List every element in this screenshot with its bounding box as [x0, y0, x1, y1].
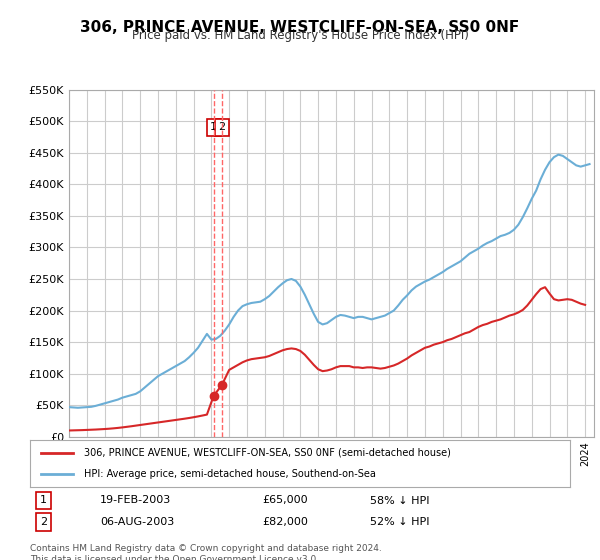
Text: 1: 1: [210, 123, 217, 133]
Text: 06-AUG-2003: 06-AUG-2003: [100, 517, 175, 527]
Text: 2: 2: [40, 517, 47, 527]
Text: 306, PRINCE AVENUE, WESTCLIFF-ON-SEA, SS0 0NF: 306, PRINCE AVENUE, WESTCLIFF-ON-SEA, SS…: [80, 20, 520, 35]
Text: Contains HM Land Registry data © Crown copyright and database right 2024.
This d: Contains HM Land Registry data © Crown c…: [30, 544, 382, 560]
Text: 52% ↓ HPI: 52% ↓ HPI: [370, 517, 430, 527]
Text: 2: 2: [218, 123, 226, 133]
Text: HPI: Average price, semi-detached house, Southend-on-Sea: HPI: Average price, semi-detached house,…: [84, 469, 376, 479]
Text: 1: 1: [40, 496, 47, 506]
Text: 306, PRINCE AVENUE, WESTCLIFF-ON-SEA, SS0 0NF (semi-detached house): 306, PRINCE AVENUE, WESTCLIFF-ON-SEA, SS…: [84, 448, 451, 458]
Text: £82,000: £82,000: [262, 517, 308, 527]
Text: 19-FEB-2003: 19-FEB-2003: [100, 496, 172, 506]
Text: £65,000: £65,000: [262, 496, 308, 506]
Text: 58% ↓ HPI: 58% ↓ HPI: [370, 496, 430, 506]
Text: Price paid vs. HM Land Registry's House Price Index (HPI): Price paid vs. HM Land Registry's House …: [131, 29, 469, 42]
